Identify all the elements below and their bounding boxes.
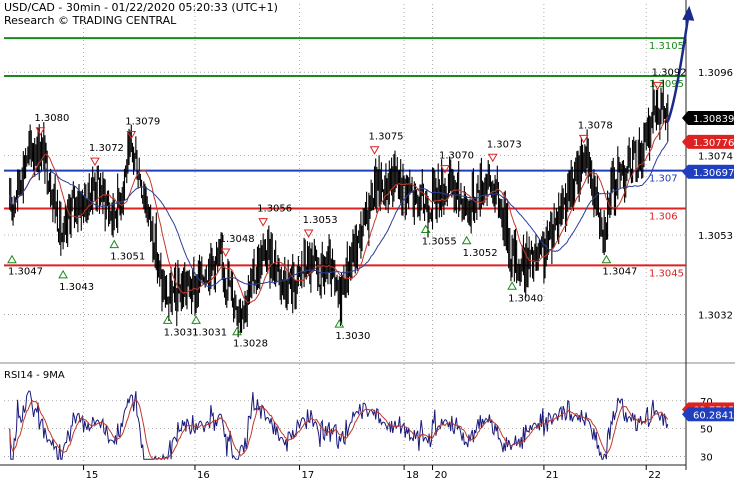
rsi-axis-tick-label: 30 xyxy=(700,452,713,463)
rsi-title: RSI14 - 9MA xyxy=(4,370,65,381)
swing-high-marker xyxy=(258,218,269,227)
rsi-axis-tick-label: 50 xyxy=(700,425,713,436)
swing-high-label: 1.3092 xyxy=(652,67,687,78)
swing-low-label: 1.3028 xyxy=(233,339,268,350)
time-axis-tick-label: 18 xyxy=(406,470,419,480)
swing-low-label: 1.3040 xyxy=(508,293,543,304)
swing-low-label: 1.3031 xyxy=(164,327,199,338)
price-axis-tick-label: 1.3032 xyxy=(698,311,733,322)
price-tag-label: 1.30839 xyxy=(693,114,734,125)
price-axis-tick-label: 1.3096 xyxy=(698,68,733,79)
time-axis-tick-label: 22 xyxy=(648,470,661,480)
rsi-tag xyxy=(688,407,734,422)
swing-low-label: 1.3031 xyxy=(192,327,227,338)
swing-low-marker xyxy=(162,315,173,324)
swing-low-marker xyxy=(232,326,242,336)
swing-high-marker xyxy=(440,165,450,174)
swing-low-label: 1.3052 xyxy=(463,248,498,259)
swing-low-marker xyxy=(58,269,68,279)
swing-high-label: 1.3070 xyxy=(439,151,474,162)
price-tag-pointer xyxy=(682,110,688,125)
time-axis-tick-label: 17 xyxy=(302,470,315,480)
level-label: 1.3095 xyxy=(649,79,684,90)
swing-low-marker xyxy=(7,254,17,264)
swing-low-label: 1.3047 xyxy=(602,267,637,278)
projection-arrowhead xyxy=(682,5,695,21)
swing-low-marker xyxy=(507,281,517,290)
swing-high-label: 1.3079 xyxy=(125,117,160,128)
swing-high-marker xyxy=(652,81,663,91)
level-label: 1.3045 xyxy=(649,268,684,279)
swing-high-marker xyxy=(487,153,498,163)
chart-credit: Research © TRADING CENTRAL xyxy=(4,14,177,27)
price-axis-tick-label: 1.3074 xyxy=(698,151,733,162)
swing-low-marker xyxy=(461,235,472,245)
moving-average-slow xyxy=(9,141,669,288)
swing-low-label: 1.3055 xyxy=(422,236,457,247)
swing-low-marker xyxy=(601,254,612,264)
level-label: 1.306 xyxy=(649,212,678,223)
rsi-tag-label: 60.2841 xyxy=(693,410,734,421)
swing-low-label: 1.3030 xyxy=(335,331,370,342)
price-tag-pointer xyxy=(682,164,688,179)
swing-high-label: 1.3053 xyxy=(303,215,338,226)
swing-low-marker xyxy=(420,224,431,233)
swing-high-label: 1.3075 xyxy=(369,132,404,143)
swing-high-marker xyxy=(90,157,100,167)
swing-low-marker xyxy=(191,315,201,324)
chart-title: USD/CAD - 30min - 01/22/2020 05:20:33 (U… xyxy=(4,1,278,14)
time-axis-tick-label: 16 xyxy=(197,470,210,480)
level-label: 1.3105 xyxy=(649,41,684,52)
time-axis-tick-label: 21 xyxy=(546,470,559,480)
rsi-ma-line xyxy=(9,399,669,460)
time-axis-tick-label: 20 xyxy=(435,470,448,480)
swing-high-label: 1.3048 xyxy=(220,234,255,245)
price-tag xyxy=(688,110,734,125)
rsi-tag-pointer xyxy=(682,407,688,422)
swing-high-label: 1.3073 xyxy=(487,139,522,150)
price-tag-label: 1.30776 xyxy=(693,138,734,149)
price-tag-label: 1.30697 xyxy=(693,168,734,179)
swing-low-label: 1.3047 xyxy=(8,267,43,278)
rsi-line xyxy=(9,390,669,461)
price-tag xyxy=(688,164,734,179)
swing-high-marker xyxy=(220,248,231,257)
swing-high-label: 1.3080 xyxy=(34,113,69,124)
price-axis-tick-label: 1.3053 xyxy=(698,231,733,242)
swing-high-marker xyxy=(303,229,314,239)
swing-high-marker xyxy=(578,134,589,144)
moving-average-fast xyxy=(9,116,669,303)
swing-high-marker xyxy=(35,127,46,136)
swing-low-marker xyxy=(109,239,120,249)
swing-high-label: 1.3056 xyxy=(257,204,292,215)
time-axis-tick-label: 15 xyxy=(86,470,99,480)
price-tag xyxy=(688,134,734,149)
swing-low-label: 1.3043 xyxy=(59,282,94,293)
projection-arrow-line xyxy=(666,15,690,122)
level-label: 1.307 xyxy=(649,174,678,185)
swing-high-marker xyxy=(369,146,380,155)
rsi-axis-tick-label: 70 xyxy=(700,397,713,408)
swing-low-label: 1.3051 xyxy=(110,252,145,263)
swing-low-marker xyxy=(334,319,345,328)
swing-high-label: 1.3072 xyxy=(89,143,124,154)
price-tag-pointer xyxy=(682,134,688,149)
swing-high-label: 1.3078 xyxy=(578,120,613,131)
swing-high-marker xyxy=(126,131,137,140)
